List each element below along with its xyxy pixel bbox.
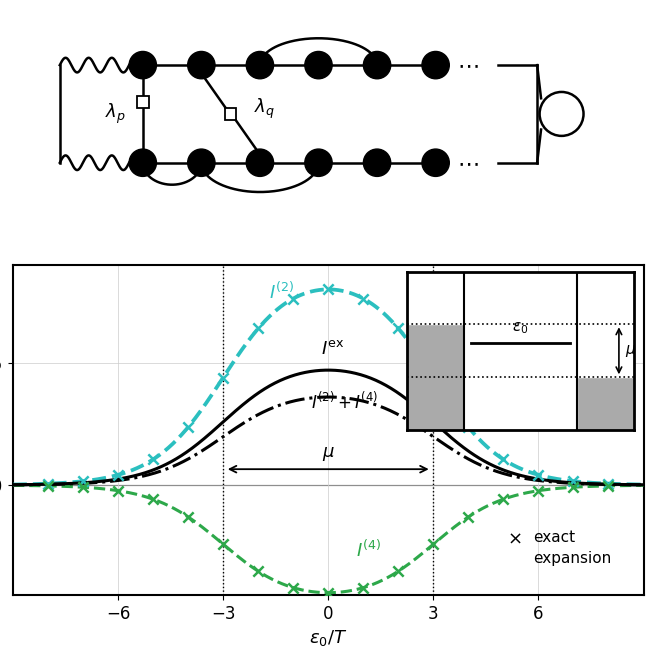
Bar (137, 96, 149, 107)
Text: $I^{\mathrm{ex}}$: $I^{\mathrm{ex}}$ (321, 340, 345, 358)
Point (603, 481, 614, 491)
Point (43, 481, 53, 491)
Text: $\times$: $\times$ (506, 530, 521, 548)
Point (218, 539, 228, 549)
Circle shape (422, 149, 449, 177)
Circle shape (305, 149, 332, 177)
Point (78, 482, 88, 492)
Text: expansion: expansion (533, 551, 612, 566)
Point (183, 511, 193, 522)
Text: $\lambda_q$: $\lambda_q$ (254, 97, 276, 121)
Point (463, 422, 474, 432)
Point (288, 583, 298, 593)
Circle shape (363, 149, 391, 177)
Point (288, 294, 298, 304)
Point (568, 482, 578, 492)
Point (463, 511, 474, 522)
Circle shape (188, 52, 215, 78)
Point (498, 494, 508, 504)
Circle shape (422, 52, 449, 78)
Point (148, 494, 159, 504)
Point (183, 422, 193, 432)
Point (113, 470, 124, 480)
Text: $\mu$: $\mu$ (322, 445, 335, 463)
Text: $\cdots$: $\cdots$ (456, 153, 478, 173)
Point (253, 323, 263, 334)
Circle shape (129, 149, 157, 177)
Point (113, 485, 124, 496)
Text: exact: exact (533, 530, 575, 545)
Point (428, 372, 439, 383)
Text: $I^{(2)}+I^{(4)}$: $I^{(2)}+I^{(4)}$ (311, 392, 378, 413)
Circle shape (363, 52, 391, 78)
Text: $\cdots$: $\cdots$ (456, 55, 478, 75)
Circle shape (305, 52, 332, 78)
Bar (225, 108, 237, 120)
Point (393, 323, 404, 334)
Point (323, 284, 333, 295)
Point (218, 372, 228, 383)
Text: $I^{(2)}$: $I^{(2)}$ (268, 282, 294, 303)
Text: $I^{(4)}$: $I^{(4)}$ (356, 540, 382, 561)
Point (148, 454, 159, 464)
Point (253, 566, 263, 576)
Circle shape (540, 92, 584, 136)
Point (498, 454, 508, 464)
Text: $\lambda_p$: $\lambda_p$ (105, 102, 126, 126)
Point (533, 470, 543, 480)
Point (428, 539, 439, 549)
Point (533, 485, 543, 496)
Point (323, 587, 333, 598)
Point (358, 294, 369, 304)
X-axis label: $\epsilon_0/T$: $\epsilon_0/T$ (309, 628, 348, 648)
Point (358, 583, 369, 593)
Point (43, 479, 53, 489)
Point (393, 566, 404, 576)
Circle shape (246, 149, 274, 177)
Circle shape (129, 52, 157, 78)
Circle shape (188, 149, 215, 177)
Point (568, 476, 578, 487)
Point (603, 479, 614, 489)
Point (78, 476, 88, 487)
Circle shape (246, 52, 274, 78)
